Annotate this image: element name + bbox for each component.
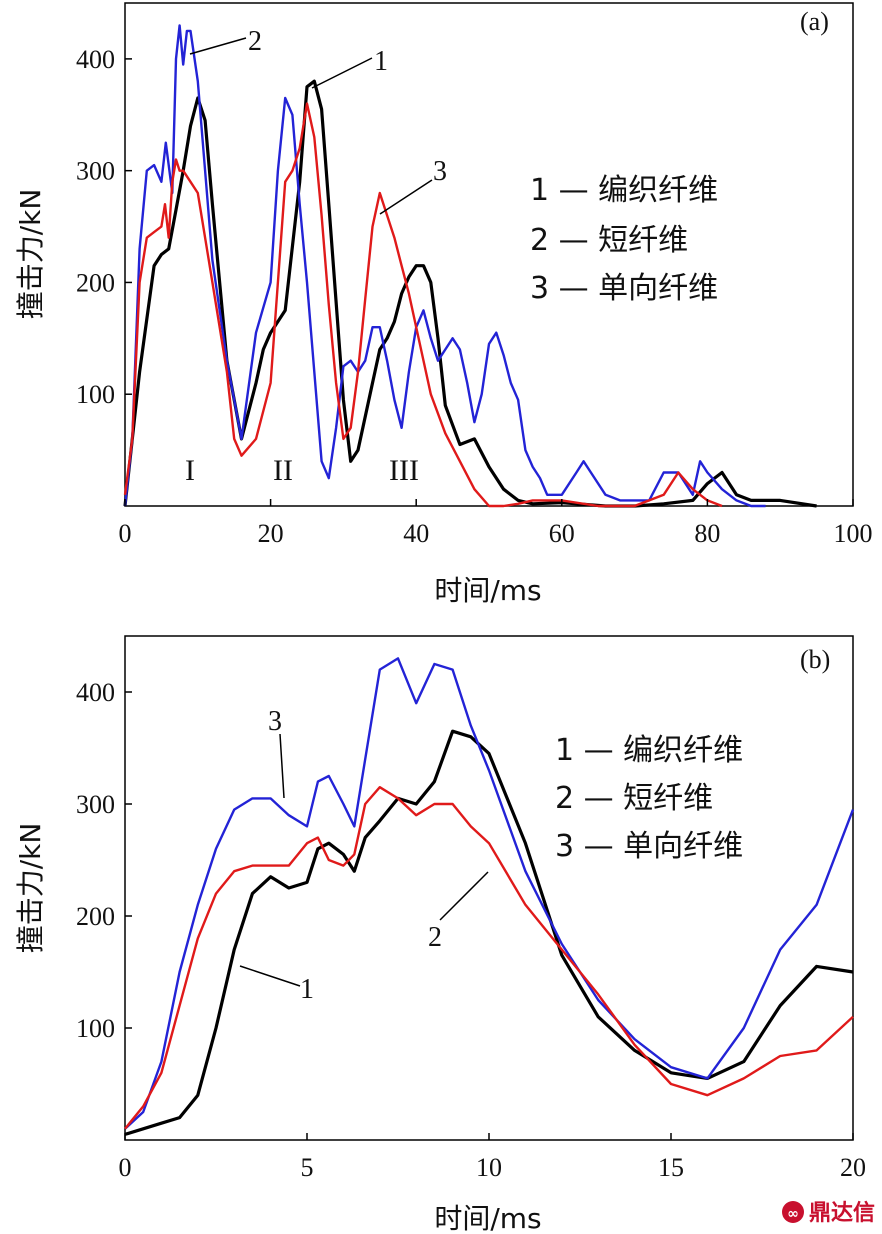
legend-item-b-2: 2 — 短纤维 bbox=[555, 781, 713, 816]
series-group-a bbox=[123, 24, 817, 508]
callout-label-a-2: 2 bbox=[248, 26, 262, 57]
callout-leader-b-3 bbox=[279, 733, 285, 799]
y-tick-label-b: 300 bbox=[76, 790, 115, 819]
watermark-logo-icon bbox=[782, 1201, 804, 1223]
series-line-b-3 bbox=[124, 786, 854, 1130]
legend-item-a-3: 3 — 单向纤维 bbox=[530, 271, 718, 306]
series-group-b bbox=[124, 657, 855, 1136]
x-tick-label-a: 60 bbox=[549, 519, 575, 548]
callout-label-b-3: 3 bbox=[268, 706, 282, 737]
series-line-b-2 bbox=[124, 657, 855, 1130]
x-tick-label-b: 20 bbox=[840, 1153, 866, 1182]
x-axis-label-b: 时间/ms bbox=[434, 1202, 541, 1234]
y-axis-label-a: 撞击力/kN bbox=[14, 189, 47, 320]
callout-leader-a-3 bbox=[379, 179, 433, 215]
y-axis-label-b: 撞击力/kN bbox=[14, 823, 47, 954]
panel-label-a: (a) bbox=[800, 7, 829, 36]
series-line-a-3 bbox=[123, 102, 723, 508]
region-label-3: III bbox=[389, 454, 419, 487]
y-tick-label-a: 200 bbox=[76, 268, 115, 297]
y-tick-label-a: 300 bbox=[76, 157, 115, 186]
legend-item-a-2: 2 — 短纤维 bbox=[530, 223, 688, 258]
callout-leader-b-2 bbox=[439, 871, 489, 921]
chart-panel-a: 0 20 40 60 80 100 100 200 300 400 (a) 时间/ms 撞击力/k… bbox=[14, 2, 873, 607]
callout-leader-a-1 bbox=[311, 57, 373, 89]
region-label-2: II bbox=[273, 454, 293, 487]
callout-label-a-3: 3 bbox=[433, 156, 447, 187]
series-line-b-1 bbox=[124, 729, 854, 1136]
x-axis-label-a: 时间/ms bbox=[434, 574, 541, 607]
y-tick-label-a: 100 bbox=[76, 380, 115, 409]
y-tick-label-a: 400 bbox=[76, 45, 115, 74]
panel-label-b: (b) bbox=[800, 645, 830, 674]
x-tick-label-a: 100 bbox=[834, 519, 873, 548]
x-tick-label-a: 20 bbox=[258, 519, 284, 548]
ticks-group-a: 0 20 40 60 80 100 100 200 300 400 bbox=[76, 45, 873, 548]
x-tick-label-a: 80 bbox=[694, 519, 720, 548]
x-tick-label-a: 40 bbox=[403, 519, 429, 548]
y-tick-label-b: 200 bbox=[76, 902, 115, 931]
ticks-group-b: 0 5 10 15 20 100 200 300 400 bbox=[76, 678, 866, 1182]
legend-item-b-1: 1 — 编织纤维 bbox=[555, 733, 743, 768]
callout-leader-a-2 bbox=[189, 37, 247, 55]
chart-panel-b: 0 5 10 15 20 100 200 300 400 (b) 时间/ms 撞击力/kN 1 … bbox=[14, 635, 866, 1234]
x-tick-label-a: 0 bbox=[119, 519, 132, 548]
legend-item-a-1: 1 — 编织纤维 bbox=[530, 173, 718, 208]
region-label-1: I bbox=[185, 454, 195, 487]
x-tick-label-b: 15 bbox=[658, 1153, 684, 1182]
watermark-text: 鼎达信 bbox=[809, 1200, 875, 1226]
legend-item-b-3: 3 — 单向纤维 bbox=[555, 829, 743, 864]
callout-label-b-1: 1 bbox=[300, 974, 314, 1005]
series-line-a-2 bbox=[123, 24, 766, 508]
watermark-logo-glyph: ∞ bbox=[787, 1206, 799, 1222]
y-tick-label-b: 400 bbox=[76, 678, 115, 707]
x-tick-label-b: 5 bbox=[301, 1153, 314, 1182]
callout-label-b-2: 2 bbox=[428, 922, 442, 953]
x-tick-label-b: 0 bbox=[119, 1153, 132, 1182]
y-tick-label-b: 100 bbox=[76, 1014, 115, 1043]
plot-frame-b bbox=[124, 635, 854, 1141]
callout-leader-b-1 bbox=[239, 965, 301, 987]
x-tick-label-b: 10 bbox=[476, 1153, 502, 1182]
watermark: ∞ 鼎达信 bbox=[782, 1200, 875, 1226]
callout-label-a-1: 1 bbox=[374, 46, 388, 77]
